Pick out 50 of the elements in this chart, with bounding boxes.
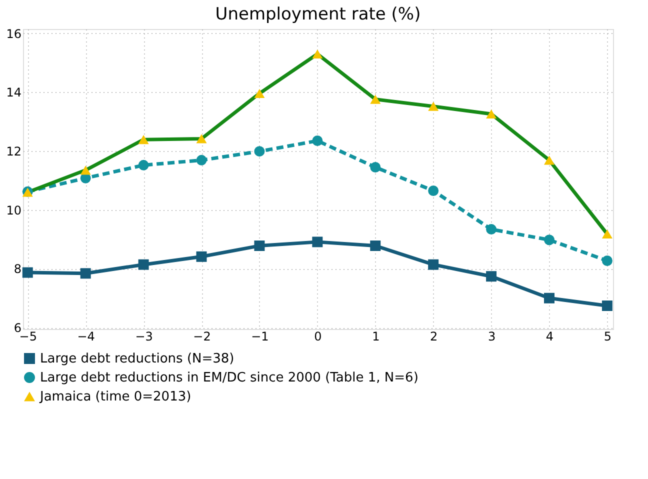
point <box>486 109 497 119</box>
x-tick-label: 2 <box>430 330 438 344</box>
point <box>544 292 554 304</box>
x-tick-label: −3 <box>135 330 153 344</box>
point <box>370 162 381 172</box>
point <box>254 240 265 252</box>
point <box>602 229 612 239</box>
x-tick-label: −2 <box>193 330 211 344</box>
x-tick-label: −4 <box>77 330 95 344</box>
y-tick-label: 6 <box>14 321 22 336</box>
point <box>312 236 323 248</box>
point <box>196 154 207 166</box>
x-tick-label: 3 <box>488 330 496 344</box>
point <box>196 134 207 144</box>
x-tick-label: 0 <box>314 330 322 344</box>
point <box>312 136 323 146</box>
point <box>486 224 497 235</box>
point <box>544 156 554 165</box>
y-tick-label: 10 <box>6 203 22 218</box>
point <box>254 146 265 157</box>
point <box>80 166 91 175</box>
x-tick-label: −1 <box>251 330 269 344</box>
point <box>602 300 612 312</box>
legend-label: Large debt reductions (N=38) <box>40 352 234 366</box>
point <box>254 88 265 98</box>
point <box>312 49 323 59</box>
point <box>428 186 439 196</box>
point <box>196 251 207 262</box>
point <box>80 268 91 279</box>
legend-label: Jamaica (time 0=2013) <box>39 390 192 404</box>
point <box>602 256 612 266</box>
point <box>22 267 33 278</box>
x-tick-label: 1 <box>372 330 380 344</box>
chart-title: Unemployment rate (%) <box>215 4 421 24</box>
point <box>138 259 149 270</box>
point <box>138 160 149 170</box>
x-tick-label: 4 <box>546 330 554 344</box>
y-tick-label: 16 <box>6 26 22 41</box>
point <box>370 240 381 252</box>
point <box>370 94 381 104</box>
point <box>544 234 554 246</box>
x-tick-label: 5 <box>604 330 612 344</box>
point <box>428 102 439 111</box>
point <box>428 259 439 270</box>
y-tick-label: 12 <box>6 144 22 159</box>
point <box>138 135 149 144</box>
legend-label: Large debt reductions in EM/DC since 2000 (Table 1, N=6) <box>40 370 418 386</box>
y-tick-label: 14 <box>6 86 22 100</box>
point <box>486 271 497 282</box>
y-tick-label: 8 <box>14 262 22 276</box>
